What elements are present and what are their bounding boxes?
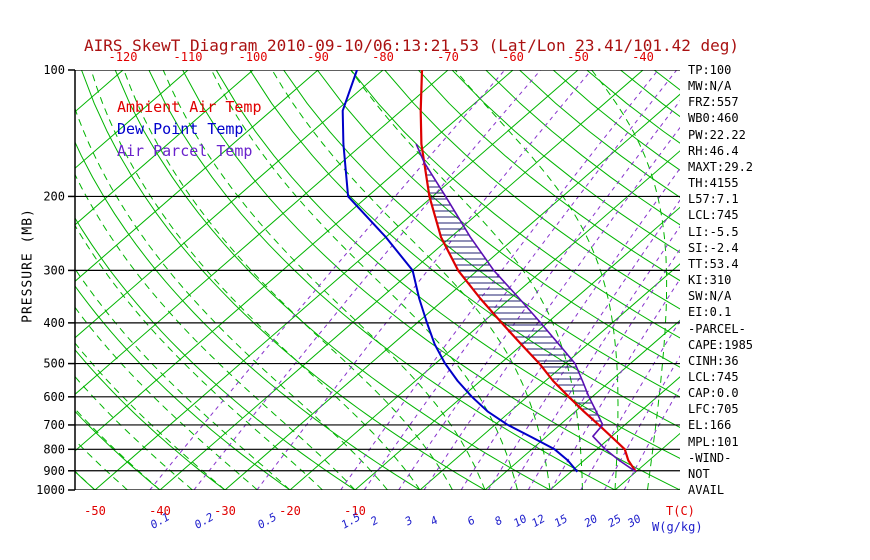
stats-line: LCL:745: [688, 208, 739, 223]
stats-line: SW:N/A: [688, 289, 732, 304]
stats-line: CAP:0.0: [688, 386, 739, 401]
stats-line: TH:4155: [688, 176, 739, 191]
bottom-temp-tick-label: -50: [84, 504, 106, 518]
mixing-ratio-tick-label: 2: [368, 513, 381, 528]
stats-line: LI:-5.5: [688, 224, 739, 239]
top-temp-tick-label: -110: [174, 50, 203, 64]
stats-line: NOT: [688, 466, 710, 481]
stats-panel: TP:100 MW:N/A FRZ:557 WB0:460 PW:22.22 RH:46.…: [688, 62, 753, 498]
top-temp-tick-label: -90: [307, 50, 329, 64]
stats-line: EL:166: [688, 418, 732, 433]
mixing-ratio-tick-label: 25: [606, 512, 624, 530]
chart-title: AIRS SkewT Diagram 2010-09-10/06:13:21.5…: [84, 36, 740, 55]
top-temp-tick-label: -80: [372, 50, 394, 64]
mixing-ratio-tick-label: 0.2: [192, 510, 216, 531]
stats-line: CINH:36: [688, 353, 739, 368]
bottom-temp-tick-label: -40: [149, 504, 171, 518]
stats-line: MAXT:29.2: [688, 159, 754, 174]
legend-item: Dew Point Temp: [117, 120, 244, 138]
bottom-temp-tick-label: -10: [344, 504, 366, 518]
legend-item: Air Parcel Temp: [117, 142, 253, 160]
stats-line: WB0:460: [688, 111, 739, 126]
pressure-tick-label: 500: [43, 357, 65, 371]
mixing-ratio-tick-label: 4: [428, 514, 440, 529]
mixing-ratio-tick-label: 12: [529, 512, 547, 530]
stats-line: PW:22.22: [688, 127, 746, 142]
stats-line: AVAIL: [688, 483, 725, 498]
skewt-grid: [75, 70, 680, 490]
ambient-air-temp-curve: [419, 70, 637, 473]
stats-line: FRZ:557: [688, 95, 739, 110]
bottom-temp-tick-label: -20: [279, 504, 301, 518]
top-temp-tick-label: -60: [502, 50, 524, 64]
stats-line: LCL:745: [688, 369, 739, 384]
pressure-tick-label: 300: [43, 263, 65, 277]
stats-line: TP:100: [688, 63, 732, 77]
stats-line: CAPE:1985: [688, 337, 754, 352]
pressure-tick-label: 600: [43, 390, 65, 404]
mixing-ratio-tick-label: 0.5: [255, 510, 279, 531]
top-temp-tick-label: -100: [239, 50, 268, 64]
mixing-ratio-tick-label: 8: [492, 513, 505, 528]
legend-item: Ambient Air Temp: [117, 98, 262, 116]
chart-legend: Ambient Air Temp Dew Point Temp Air Parcel…: [117, 96, 262, 162]
top-temp-tick-label: -70: [437, 50, 459, 64]
mixing-ratio-tick-label: 10: [511, 512, 529, 530]
mixing-ratio-tick-label: 6: [465, 513, 478, 528]
stats-line: KI:310: [688, 273, 732, 288]
stats-line: -PARCEL-: [688, 321, 746, 336]
pressure-tick-label: 100: [43, 63, 65, 77]
pressure-tick-label: 400: [43, 316, 65, 330]
mixing-ratio-tick-label: 20: [582, 512, 600, 530]
mixing-ratio-tick-label: 30: [625, 512, 644, 531]
pressure-tick-label: 700: [43, 418, 65, 432]
stats-line: MPL:101: [688, 434, 739, 449]
stats-line: RH:46.4: [688, 143, 739, 158]
mixing-ratio-tick-label: 15: [552, 512, 570, 530]
pressure-tick-label: 800: [43, 442, 65, 456]
stats-line: EI:0.1: [688, 305, 732, 320]
pressure-axis-label: PRESSURE (MB): [20, 208, 36, 323]
dew-point-temp-curve: [341, 70, 579, 473]
stats-line: SI:-2.4: [688, 240, 739, 255]
bottom-temp-tick-label: -30: [214, 504, 236, 518]
stats-line: MW:N/A: [688, 79, 732, 94]
top-temp-tick-label: -120: [109, 50, 138, 64]
temp-unit-label: T(C): [666, 504, 695, 518]
pressure-tick-label: 200: [43, 189, 65, 203]
mixing-unit-label: W(g/kg): [652, 520, 703, 534]
stats-line: L57:7.1: [688, 192, 739, 207]
pressure-tick-label: 900: [43, 464, 65, 478]
stats-line: LFC:705: [688, 402, 739, 417]
stats-line: -WIND-: [688, 450, 732, 465]
top-temp-tick-label: -50: [567, 50, 589, 64]
stats-line: TT:53.4: [688, 256, 739, 271]
pressure-tick-label: 1000: [36, 483, 65, 497]
air-parcel-temp-curve: [415, 143, 637, 473]
cape-hatch-area: [424, 162, 601, 422]
top-temp-tick-label: -40: [632, 50, 654, 64]
mixing-ratio-tick-label: 3: [402, 514, 415, 529]
